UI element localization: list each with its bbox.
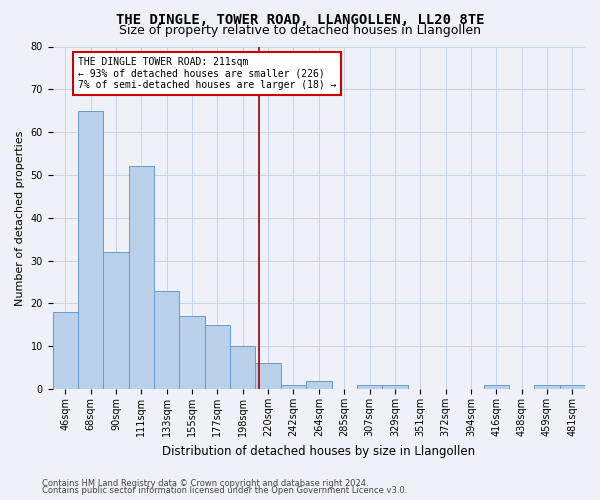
Y-axis label: Number of detached properties: Number of detached properties [15,130,25,306]
Text: Contains HM Land Registry data © Crown copyright and database right 2024.: Contains HM Land Registry data © Crown c… [42,478,368,488]
Bar [357,385,382,389]
Bar [230,346,256,389]
Bar [281,385,306,389]
Bar [256,364,281,389]
Bar [53,312,78,389]
Bar [205,325,230,389]
Bar [382,385,407,389]
Text: Size of property relative to detached houses in Llangollen: Size of property relative to detached ho… [119,24,481,37]
Bar [535,385,560,389]
Bar [154,290,179,389]
Bar [484,385,509,389]
Text: THE DINGLE TOWER ROAD: 211sqm
← 93% of detached houses are smaller (226)
7% of s: THE DINGLE TOWER ROAD: 211sqm ← 93% of d… [78,57,337,90]
Bar [78,110,103,389]
X-axis label: Distribution of detached houses by size in Llangollen: Distribution of detached houses by size … [162,444,475,458]
Bar [129,166,154,389]
Bar [103,252,129,389]
Text: THE DINGLE, TOWER ROAD, LLANGOLLEN, LL20 8TE: THE DINGLE, TOWER ROAD, LLANGOLLEN, LL20… [116,12,484,26]
Bar [306,380,332,389]
Bar [179,316,205,389]
Text: Contains public sector information licensed under the Open Government Licence v3: Contains public sector information licen… [42,486,407,495]
Bar [560,385,585,389]
